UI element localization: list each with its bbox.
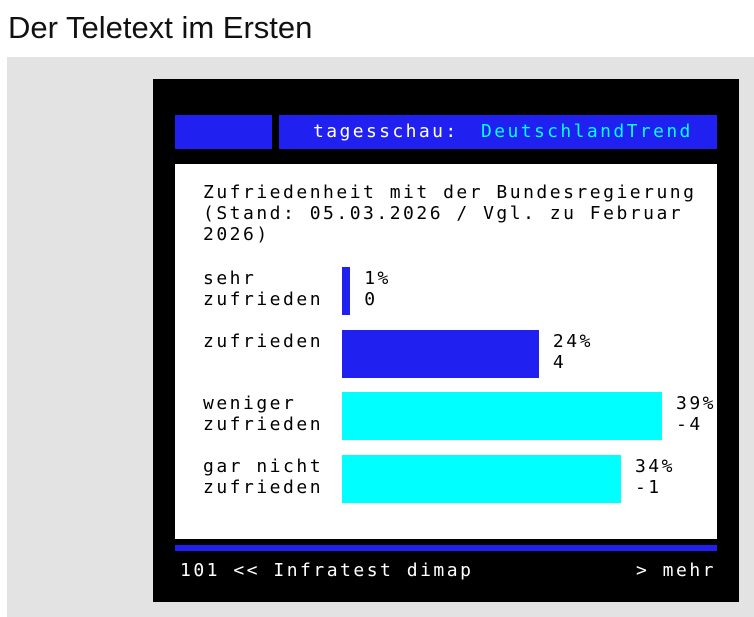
bar (342, 329, 539, 378)
footer-divider (175, 545, 717, 551)
category-label: gar nicht zufrieden (203, 455, 324, 498)
value-label: 34% -1 (634, 455, 675, 498)
value-label: 39% -4 (676, 393, 717, 435)
header-color-block (175, 115, 272, 149)
teletext-footer: 101 << Infratest dimap > mehr (180, 559, 716, 583)
bar (342, 392, 662, 440)
chart-panel: Zufriedenheit mit der Bundesregierung (S… (175, 164, 717, 539)
teletext-header: tagesschau: DeutschlandTrend (279, 115, 717, 149)
value-label: 1% 0 (364, 268, 391, 310)
category-label: weniger zufrieden (203, 393, 324, 435)
category-label: zufrieden (203, 330, 324, 352)
teletext-screen: tagesschau: DeutschlandTrend Zufriedenhe… (153, 79, 739, 602)
chart-title: Zufriedenheit mit der Bundesregierung (S… (203, 182, 710, 245)
bar (342, 267, 351, 315)
more-link[interactable]: > mehr (635, 560, 716, 581)
page-title: Der Teletext im Ersten (8, 10, 313, 45)
bar (342, 454, 621, 503)
value-label: 24% 4 (552, 330, 593, 373)
category-label: sehr zufrieden (203, 268, 324, 310)
footer-nav-link[interactable]: 101 << Infratest dimap (180, 560, 474, 581)
header-section: DeutschlandTrend (481, 121, 693, 142)
header-brand: tagesschau: (313, 121, 459, 142)
